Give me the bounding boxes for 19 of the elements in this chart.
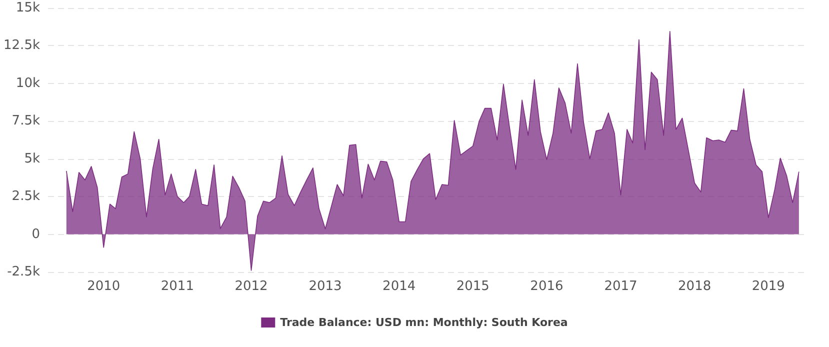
y-tick-label: 7.5k xyxy=(12,114,40,129)
x-tick-label: 2010 xyxy=(87,279,120,294)
x-tick-label: 2019 xyxy=(752,279,785,294)
y-tick-label: -2.5k xyxy=(7,264,40,280)
legend-label: Trade Balance: USD mn: Monthly: South Korea xyxy=(280,316,568,329)
x-tick-label: 2012 xyxy=(234,279,268,294)
x-tick-label: 2011 xyxy=(160,279,194,294)
y-tick-label: 10k xyxy=(16,76,40,91)
x-tick-label: 2015 xyxy=(456,279,490,294)
x-tick-label: 2016 xyxy=(530,279,564,294)
x-tick-label: 2017 xyxy=(604,279,638,294)
y-tick-label: 2.5k xyxy=(12,189,40,204)
x-tick-label: 2013 xyxy=(308,279,342,294)
x-tick-label: 2018 xyxy=(678,279,712,294)
y-tick-label: 5k xyxy=(24,151,40,166)
x-tick-label: 2014 xyxy=(382,279,416,294)
y-tick-label: 12.5k xyxy=(4,38,40,54)
y-tick-label: 0 xyxy=(32,226,40,242)
y-tick-label: 15k xyxy=(16,0,40,16)
